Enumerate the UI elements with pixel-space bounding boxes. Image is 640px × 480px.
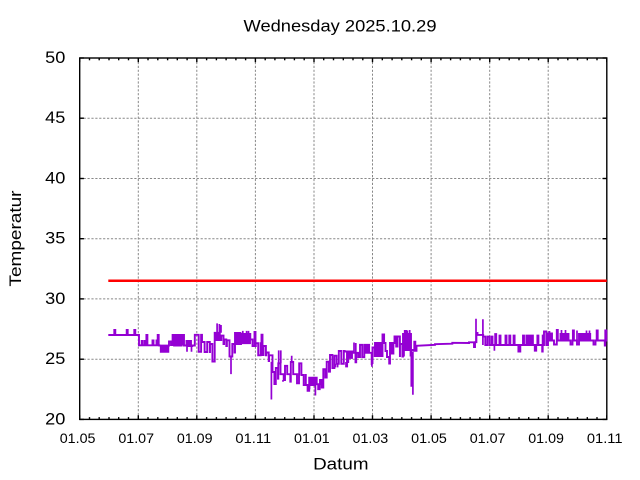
svg-text:30: 30 — [45, 290, 65, 308]
svg-text:01.09: 01.09 — [528, 431, 564, 446]
svg-text:01.01: 01.01 — [294, 431, 330, 446]
svg-text:01.11: 01.11 — [235, 431, 271, 446]
svg-text:25: 25 — [45, 350, 65, 368]
svg-text:01.07: 01.07 — [470, 431, 506, 446]
svg-text:01.11: 01.11 — [587, 431, 623, 446]
svg-text:35: 35 — [45, 230, 65, 248]
svg-text:Wednesday 2025.10.29: Wednesday 2025.10.29 — [244, 18, 437, 36]
svg-text:Temperatur: Temperatur — [7, 190, 25, 287]
svg-text:01.03: 01.03 — [353, 431, 389, 446]
svg-text:01.05: 01.05 — [411, 431, 447, 446]
svg-text:45: 45 — [45, 109, 65, 127]
svg-text:01.07: 01.07 — [118, 431, 154, 446]
svg-text:01.09: 01.09 — [177, 431, 213, 446]
svg-text:Datum: Datum — [313, 456, 368, 474]
svg-text:01.05: 01.05 — [60, 431, 96, 446]
svg-text:40: 40 — [45, 169, 65, 187]
svg-text:50: 50 — [45, 49, 65, 67]
svg-text:20: 20 — [45, 410, 65, 428]
